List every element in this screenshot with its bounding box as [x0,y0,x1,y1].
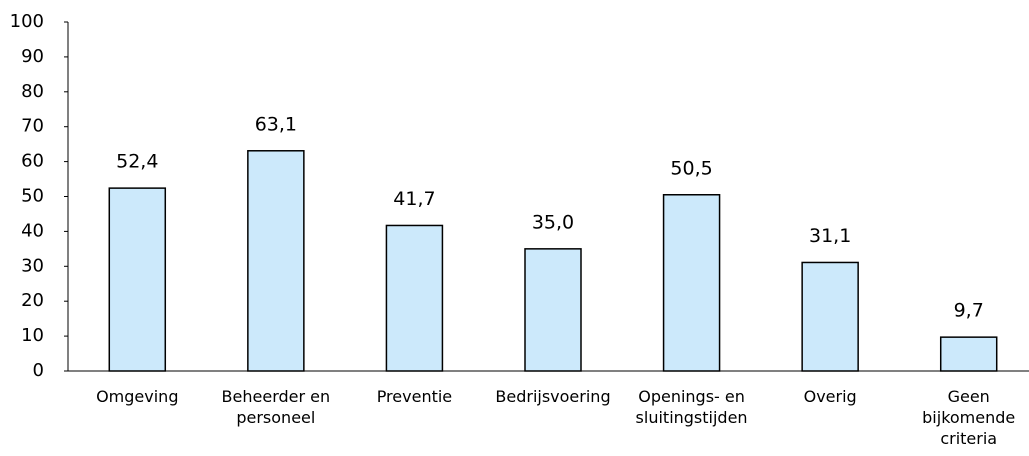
data-label: 31,1 [809,225,851,247]
x-tick-label: Bedrijsvoering [495,387,611,406]
y-tick-label: 60 [21,151,44,172]
y-tick-label: 90 [21,46,44,67]
x-tick-label: Openings- en sluitingstijden [635,387,748,427]
bar [801,261,859,372]
y-tick-label: 40 [21,220,44,241]
y-tick-label: 70 [21,116,44,137]
data-label: 35,0 [532,211,574,233]
y-tick-label: 20 [21,290,44,311]
data-label: 50,5 [670,157,712,179]
bar [247,150,305,372]
bar [524,248,582,372]
y-tick-label: 10 [21,325,44,346]
bar [662,194,721,372]
x-tick-label: Overig [803,387,857,406]
bar [385,224,444,372]
y-tick-label: 30 [21,255,44,276]
data-label: 52,4 [116,151,158,173]
x-tick-label: Beheerder en personeel [221,387,331,427]
data-label: 41,7 [393,188,435,210]
y-tick-label: 100 [10,11,44,32]
x-tick-label: Preventie [376,387,453,406]
y-tick-label: 80 [21,81,44,102]
x-tick-label: Omgeving [96,387,179,406]
x-tick-label: Geen bijkomende criteria [922,387,1016,448]
y-tick-label: 50 [21,186,44,207]
bar [939,336,998,372]
bar [108,187,167,372]
y-tick-label: 0 [33,360,44,381]
data-label: 9,7 [954,300,984,322]
data-label: 63,1 [255,113,297,135]
